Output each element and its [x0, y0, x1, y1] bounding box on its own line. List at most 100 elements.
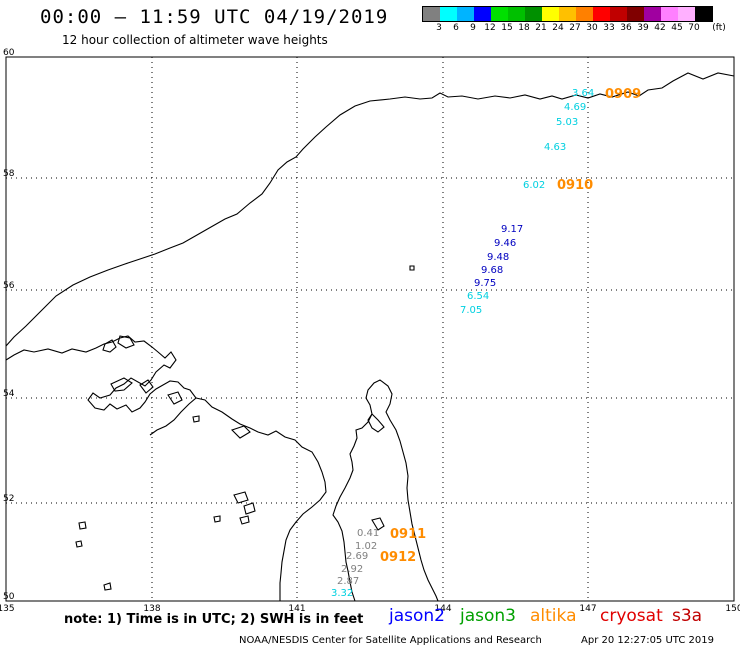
color-scale-label: 70 — [688, 23, 700, 33]
color-swatch — [525, 7, 542, 21]
footnote: note: 1) Time is in UTC; 2) SWH is in fe… — [64, 612, 364, 627]
wave-height-value: 3.64 — [572, 88, 594, 99]
island-9 — [78, 521, 87, 530]
pass-label: 0910 — [557, 178, 593, 193]
color-swatch — [474, 7, 491, 21]
color-scale-label: 12 — [484, 23, 496, 33]
lat-tick-label: 60 — [3, 48, 15, 58]
satellite-name: s3a — [672, 606, 703, 626]
wave-height-value: 5.03 — [556, 117, 578, 128]
island-12 — [192, 415, 200, 423]
wave-height-value: 3.32 — [331, 588, 353, 599]
pass-label: 0911 — [390, 527, 426, 542]
sakhalin-bay — [367, 413, 385, 433]
wave-height-value: 9.17 — [501, 224, 523, 235]
pass-label: 0912 — [380, 550, 416, 565]
color-scale — [422, 6, 713, 22]
credit-line: NOAA/NESDIS Center for Satellite Applica… — [239, 635, 542, 646]
lon-tick-label: 147 — [579, 604, 596, 614]
satellite-name: cryosat — [600, 606, 663, 626]
timestamp: Apr 20 12:27:05 UTC 2019 — [581, 635, 714, 646]
satellite-name: altika — [530, 606, 577, 626]
color-swatch — [542, 7, 559, 21]
lon-tick-label: 150 — [725, 604, 740, 614]
satellite-name: jason3 — [460, 606, 516, 626]
island-11 — [103, 582, 112, 591]
color-scale-label: 36 — [620, 23, 632, 33]
color-swatch — [457, 7, 474, 21]
wave-height-value: 4.69 — [564, 102, 586, 113]
color-scale-label: 30 — [586, 23, 598, 33]
wave-height-value: 0.41 — [357, 528, 379, 539]
color-scale-label: 6 — [453, 23, 459, 33]
island-5 — [230, 425, 251, 439]
color-scale-label: 33 — [603, 23, 615, 33]
island-3 — [139, 379, 154, 394]
color-swatch — [508, 7, 525, 21]
color-swatch — [593, 7, 610, 21]
pass-label: 0909 — [605, 87, 641, 102]
color-swatch — [661, 7, 678, 21]
island-7 — [243, 502, 256, 515]
map-subtitle: 12 hour collection of altimeter wave hei… — [62, 33, 328, 47]
island-10 — [75, 540, 83, 548]
lon-tick-label: 138 — [143, 604, 160, 614]
island-2 — [110, 377, 133, 392]
wave-height-value: 4.63 — [544, 142, 566, 153]
color-swatch — [644, 7, 661, 21]
wave-height-value: 9.48 — [487, 252, 509, 263]
coastline-tatar-strait — [195, 397, 327, 601]
lat-tick-label: 50 — [3, 592, 15, 602]
lat-tick-label: 52 — [3, 494, 14, 504]
axis-tick-labels: 135 138 141 144 147 150 50 52 54 56 58 60 — [0, 48, 740, 614]
sakhalin-island — [332, 379, 439, 602]
island-13 — [213, 515, 221, 523]
color-scale-label: (ft) — [712, 23, 726, 33]
color-swatch — [678, 7, 695, 21]
color-swatch — [576, 7, 593, 21]
lat-tick-label: 58 — [3, 169, 15, 179]
color-scale-label: 45 — [671, 23, 683, 33]
color-swatch — [423, 7, 440, 21]
wave-height-value: 9.68 — [481, 265, 503, 276]
color-swatch — [610, 7, 627, 21]
island-1 — [117, 335, 135, 349]
map-frame — [5, 56, 735, 602]
color-swatch — [440, 7, 457, 21]
island-6 — [233, 491, 249, 504]
color-swatch — [559, 7, 576, 21]
wave-height-value: 7.05 — [460, 305, 482, 316]
small-island-east — [409, 265, 415, 271]
color-scale-label: 9 — [470, 23, 476, 33]
island-8 — [239, 515, 250, 525]
color-swatch — [695, 7, 712, 21]
color-scale-label: 24 — [552, 23, 564, 33]
wave-height-value: 2.87 — [337, 576, 359, 587]
lon-tick-label: 141 — [288, 604, 305, 614]
wave-height-value: 6.02 — [523, 180, 545, 191]
wave-height-value: 9.75 — [474, 278, 496, 289]
lat-tick-label: 54 — [3, 389, 15, 399]
lon-tick-label: 144 — [434, 604, 451, 614]
color-scale-label: 18 — [518, 23, 530, 33]
lat-tick-label: 56 — [3, 281, 15, 291]
wave-height-value: 6.54 — [467, 291, 489, 302]
color-scale-label: 39 — [637, 23, 649, 33]
pass-labels: 0909 0910 0911 0912 — [380, 87, 641, 565]
color-scale-label: 21 — [535, 23, 547, 33]
wave-height-value: 2.69 — [346, 551, 368, 562]
color-scale-label: 27 — [569, 23, 581, 33]
satellite-name: jason2 — [389, 606, 445, 626]
wave-height-value: 9.46 — [494, 238, 516, 249]
color-swatch — [491, 7, 508, 21]
coastline — [5, 72, 735, 602]
wave-height-value: 1.02 — [355, 541, 377, 552]
wave-observations: 3.64 4.69 5.03 4.63 6.02 9.17 9.46 9.48 9.68 9.75… — [331, 88, 594, 599]
color-scale-label: 3 — [436, 23, 442, 33]
coastline-mainland-south — [5, 335, 197, 436]
color-swatch — [627, 7, 644, 21]
color-scale-label: 15 — [501, 23, 513, 33]
island-4 — [167, 391, 183, 405]
lon-tick-label: 135 — [0, 604, 15, 614]
